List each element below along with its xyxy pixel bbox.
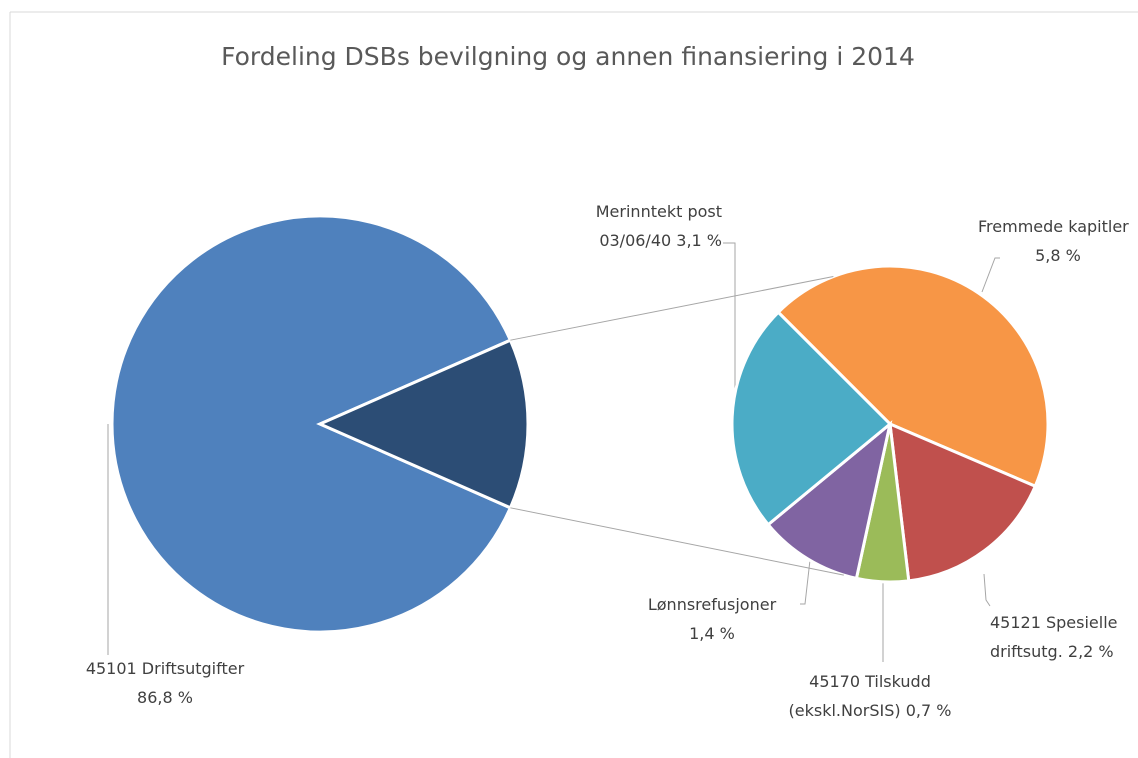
category-label: Fremmede kapitler xyxy=(978,217,1129,236)
category-label: Merinntekt post 03/06/40 xyxy=(595,202,722,250)
category-label: Lønnsrefusjoner xyxy=(647,595,777,614)
pie-slice xyxy=(776,264,1050,489)
value-label: 1,4 % xyxy=(689,624,735,643)
leader-lines xyxy=(107,242,1000,662)
data-label: 45121 Spesielle driftsutg. 2,2 % xyxy=(990,608,1138,666)
value-label: 86,8 % xyxy=(137,688,193,707)
data-label: Merinntekt post 03/06/40 3,1 % xyxy=(562,197,722,255)
category-label: 45170 Tilskudd (ekskl.NorSIS) xyxy=(788,672,931,720)
pie-slice xyxy=(766,420,893,581)
leader-line xyxy=(981,257,1000,293)
pie-slice xyxy=(110,214,513,634)
data-label: 45170 Tilskudd (ekskl.NorSIS) 0,7 % xyxy=(770,667,970,725)
value-label: 0,7 % xyxy=(905,701,952,720)
category-label: 45101 Driftsutgifter xyxy=(85,659,245,678)
pie-slice-group xyxy=(316,338,530,510)
data-label: Fremmede kapitler 5,8 % xyxy=(978,212,1138,270)
leader-line xyxy=(983,573,991,607)
data-label: 45101 Driftsutgifter 86,8 % xyxy=(55,654,275,712)
data-label: Lønnsrefusjoner 1,4 % xyxy=(622,590,802,648)
value-label: 3,1 % xyxy=(676,231,722,250)
connector-line xyxy=(510,276,834,341)
connector-line xyxy=(510,507,844,576)
value-label: 5,8 % xyxy=(1035,246,1081,265)
chart-title: Fordeling DSBs bevilgning og annen finan… xyxy=(221,42,915,71)
pie-slice xyxy=(888,421,1038,583)
category-label: 45121 Spesielle driftsutg. xyxy=(990,613,1118,661)
value-label: 2,2 % xyxy=(1067,642,1114,661)
pie-slice xyxy=(730,310,893,527)
leader-line xyxy=(723,242,736,415)
leader-line xyxy=(800,559,811,605)
